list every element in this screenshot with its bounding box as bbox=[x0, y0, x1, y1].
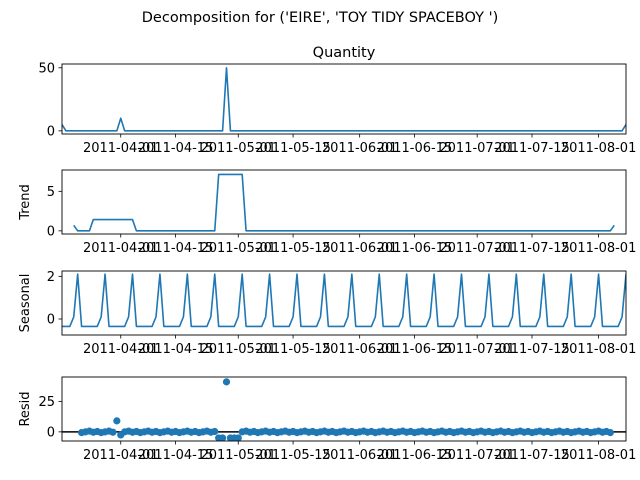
x-tick-label: 2011-07-01 bbox=[439, 141, 515, 156]
x-tick-label: 2011-04-15 bbox=[138, 448, 214, 463]
x-tick-label: 2011-04-15 bbox=[138, 342, 214, 357]
y-tick-label: 2 bbox=[47, 270, 55, 285]
x-tick-label: 2011-05-15 bbox=[255, 342, 331, 357]
x-tick-label: 2011-05-01 bbox=[200, 241, 276, 256]
x-tick-label: 2011-06-15 bbox=[377, 141, 453, 156]
x-tick-label: 2011-08-01 bbox=[561, 141, 637, 156]
resid-point bbox=[234, 434, 242, 441]
y-axis-label: Seasonal bbox=[18, 274, 33, 333]
y-tick-label: 0 bbox=[47, 124, 55, 139]
x-tick-label: 2011-04-15 bbox=[138, 141, 214, 156]
y-tick-label: 0 bbox=[47, 425, 55, 440]
x-tick-label: 2011-04-01 bbox=[83, 241, 159, 256]
x-tick-label: 2011-07-01 bbox=[439, 241, 515, 256]
x-tick-label: 2011-07-15 bbox=[494, 241, 570, 256]
series-line bbox=[73, 173, 615, 232]
x-tick-label: 2011-05-15 bbox=[255, 141, 331, 156]
x-tick-label: 2011-05-01 bbox=[200, 141, 276, 156]
x-tick-label: 2011-05-01 bbox=[200, 342, 276, 357]
y-axis-label: Trend bbox=[18, 184, 33, 221]
x-tick-label: 2011-06-01 bbox=[322, 448, 398, 463]
resid-point bbox=[211, 427, 219, 436]
panel-title: Quantity bbox=[313, 45, 376, 61]
plot-area bbox=[62, 66, 626, 132]
x-tick-label: 2011-05-15 bbox=[255, 448, 331, 463]
plot-area bbox=[62, 378, 626, 441]
x-tick-label: 2011-06-01 bbox=[322, 241, 398, 256]
x-tick-label: 2011-08-01 bbox=[561, 241, 637, 256]
resid-point bbox=[222, 378, 231, 386]
panel-frame bbox=[61, 63, 627, 135]
x-tick-label: 2011-06-15 bbox=[377, 241, 453, 256]
x-tick-label: 2011-08-01 bbox=[561, 448, 637, 463]
x-tick-label: 2011-06-01 bbox=[322, 141, 398, 156]
panel-2: Trend052011-04-012011-04-152011-05-01201… bbox=[18, 169, 637, 256]
panel-1: Quantity 0 50 2011-04-012011-04-152011-05-0… bbox=[38, 45, 636, 156]
x-tick-label: 2011-08-01 bbox=[561, 342, 637, 357]
y-axis-label: Resid bbox=[18, 391, 33, 426]
x-tick-label: 2011-07-15 bbox=[494, 141, 570, 156]
x-tick-label: 2011-07-15 bbox=[494, 448, 570, 463]
x-tick-label: 2011-05-01 bbox=[200, 448, 276, 463]
y-tick-label: 5 bbox=[47, 185, 55, 200]
resid-point bbox=[109, 428, 117, 436]
x-tick-label: 2011-04-01 bbox=[83, 342, 159, 357]
panel-3: Seasonal 0 2 2011-04-012011-04-152011-05-01… bbox=[18, 270, 636, 357]
y-tick-label: 25 bbox=[38, 395, 55, 410]
panel-frame bbox=[61, 270, 627, 336]
panel-frame bbox=[61, 169, 627, 235]
panels: Quantity0502011-04-012011-04-152011-05-0… bbox=[18, 45, 636, 463]
x-tick-label: 2011-07-01 bbox=[439, 342, 515, 357]
x-tick-label: 2011-05-15 bbox=[255, 241, 331, 256]
y-tick-label: 50 bbox=[38, 61, 55, 76]
resid-point bbox=[218, 434, 227, 441]
x-tick-label: 2011-06-15 bbox=[377, 448, 453, 463]
figure-suptitle: Decomposition for ('EIRE', 'TOY TIDY SPA… bbox=[142, 10, 498, 26]
x-tick-label: 2011-07-01 bbox=[439, 448, 515, 463]
plot-area bbox=[73, 173, 615, 232]
panel-4: Resid0252011-04-012011-04-152011-05-0120… bbox=[18, 376, 637, 463]
x-tick-label: 2011-04-01 bbox=[83, 448, 159, 463]
x-tick-label: 2011-04-01 bbox=[83, 141, 159, 156]
y-tick-label: 0 bbox=[47, 313, 55, 328]
plot-area bbox=[62, 273, 626, 328]
series-line bbox=[62, 66, 626, 132]
x-tick-label: 2011-06-01 bbox=[322, 342, 398, 357]
x-tick-label: 2011-06-15 bbox=[377, 342, 453, 357]
resid-point bbox=[606, 428, 614, 437]
panel-frame bbox=[61, 376, 627, 442]
resid-point bbox=[113, 417, 121, 425]
series-line bbox=[62, 273, 626, 328]
x-tick-label: 2011-07-15 bbox=[494, 342, 570, 357]
x-tick-label: 2011-04-15 bbox=[138, 241, 214, 256]
y-tick-label: 0 bbox=[47, 224, 55, 239]
